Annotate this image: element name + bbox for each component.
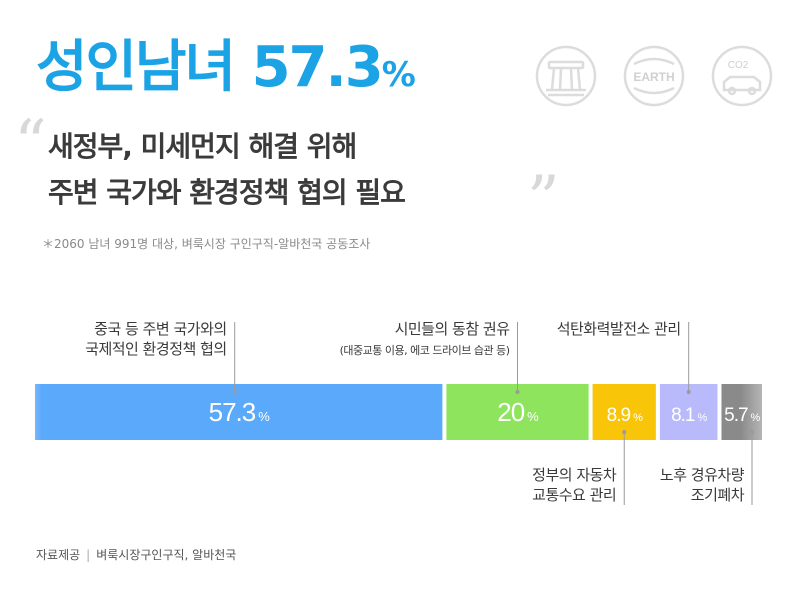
header-icons: EARTH CO2 bbox=[535, 45, 773, 107]
bar-value-label-4: 8.1% bbox=[671, 405, 707, 426]
category-label-5: 조기폐차 bbox=[691, 486, 745, 504]
category-label-2: 시민들의 동참 권유 bbox=[395, 320, 511, 338]
co2-icon-label: CO2 bbox=[728, 60, 749, 71]
bar-value-label-5: 5.7% bbox=[724, 405, 760, 426]
bar-value-label-1: 57.3% bbox=[209, 397, 271, 427]
leader-dot-5 bbox=[750, 430, 754, 434]
close-quote-icon: ” bbox=[527, 163, 560, 237]
co2-car-icon: CO2 bbox=[711, 45, 773, 107]
source-separator: | bbox=[86, 548, 91, 562]
leader-dot-1 bbox=[232, 390, 237, 394]
category-label-5: 노후 경유차량 bbox=[660, 466, 745, 484]
leader-dot-2 bbox=[515, 390, 520, 394]
headline-unit: % bbox=[381, 55, 416, 95]
rail-line-icon bbox=[535, 45, 597, 107]
category-sublabel-2: (대중교통 이용, 에코 드라이브 습관 등) bbox=[340, 344, 510, 357]
earth-icon: EARTH bbox=[623, 45, 685, 107]
source-text: 벼룩시장구인구직, 알바천국 bbox=[96, 548, 237, 562]
open-quote-icon: “ bbox=[14, 107, 47, 181]
earth-icon-label: EARTH bbox=[633, 70, 674, 84]
headline-text: 성인남녀 57.3 bbox=[36, 35, 384, 100]
subtitle-line-2: 주변 국가와 환경정책 협의 필요 bbox=[48, 176, 406, 209]
bar-value-label-2: 20% bbox=[497, 397, 539, 427]
subtitle-line-1: 새정부, 미세먼지 해결 위해 bbox=[48, 130, 357, 163]
category-label-1: 중국 등 주변 국가와의 bbox=[94, 320, 227, 338]
category-label-3: 교통수요 관리 bbox=[532, 486, 616, 504]
category-label-3: 정부의 자동차 bbox=[532, 466, 617, 484]
leader-dot-3 bbox=[622, 430, 627, 434]
data-source: 자료제공 | 벼룩시장구인구직, 알바천국 bbox=[36, 546, 236, 563]
category-label-1: 국제적인 환경정책 협의 bbox=[85, 340, 227, 358]
category-label-4: 석탄화력발전소 관리 bbox=[557, 320, 681, 338]
bar-value-label-3: 8.9% bbox=[607, 405, 643, 426]
bar-segment-1 bbox=[35, 384, 443, 440]
source-label: 자료제공 bbox=[36, 548, 81, 562]
survey-footnote: ＊2060 남녀 991명 대상, 벼룩시장 구인구직-알바천국 공동조사 bbox=[42, 237, 371, 251]
leader-dot-4 bbox=[686, 390, 691, 394]
headline: 성인남녀 57.3% bbox=[36, 40, 416, 96]
